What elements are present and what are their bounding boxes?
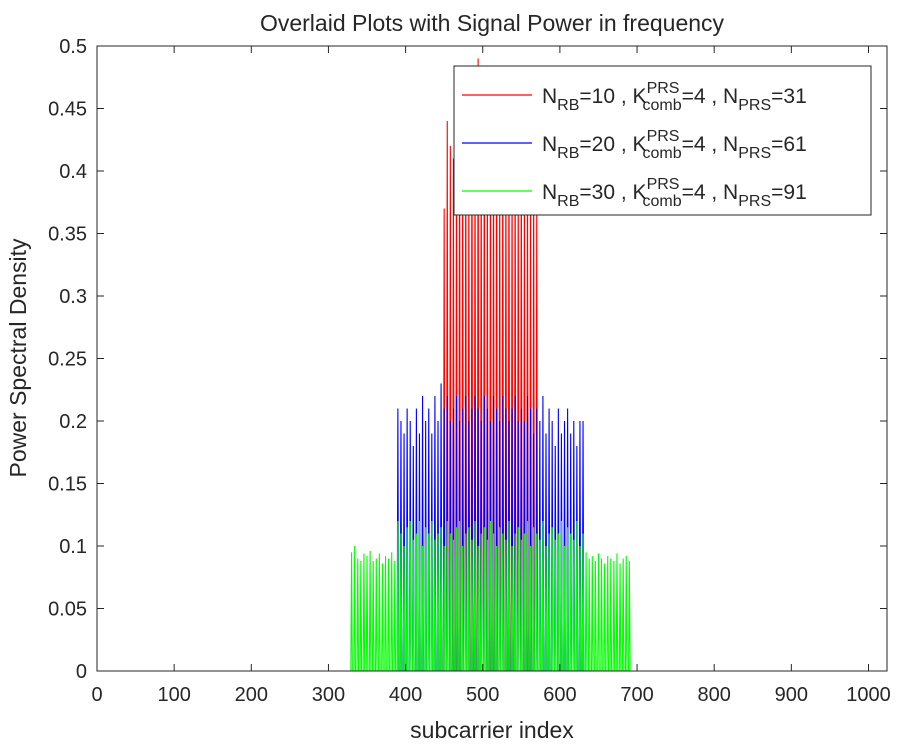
- y-tick-label: 0.4: [59, 161, 87, 183]
- legend-box: [453, 65, 872, 216]
- x-tick-label: 500: [466, 684, 499, 706]
- y-tick-label: 0.2: [59, 411, 87, 433]
- x-axis-ticks: 0 100 200 300 400 500 600 700 800 900 1000: [91, 46, 891, 706]
- y-tick-label: 0.35: [48, 224, 87, 246]
- x-tick-label: 200: [235, 684, 268, 706]
- y-axis-ticks: 0 0.05 0.1 0.15 0.2 0.25 0.3 0.35 0.4 0.45 0.5: [48, 36, 887, 683]
- y-tick-label: 0.3: [59, 286, 87, 308]
- x-tick-label: 300: [312, 684, 345, 706]
- y-tick-label: 0.05: [48, 599, 87, 621]
- x-tick-label: 700: [620, 684, 653, 706]
- legend: NRB=10 , KPRS comb=4 , NPRS=31 NRB=20 , KP…: [453, 65, 872, 216]
- series-line-2: [97, 383, 887, 672]
- y-tick-label: 0.25: [48, 349, 87, 371]
- y-axis-label: Power Spectral Density: [5, 238, 31, 478]
- y-tick-label: 0.5: [59, 36, 87, 58]
- x-tick-label: 0: [91, 684, 102, 706]
- x-tick-label: 1000: [846, 684, 891, 706]
- x-tick-label: 100: [157, 684, 190, 706]
- y-tick-label: 0.1: [59, 536, 87, 558]
- y-tick-label: 0.15: [48, 474, 87, 496]
- y-tick-label: 0.45: [48, 99, 87, 121]
- x-tick-label: 900: [775, 684, 808, 706]
- x-tick-label: 400: [389, 684, 422, 706]
- legend-entry-1: NRB=10 , KPRS comb=4 , NPRS=31: [542, 80, 807, 114]
- x-tick-label: 600: [543, 684, 576, 706]
- chart-title: Overlaid Plots with Signal Power in freq…: [260, 10, 725, 36]
- series-line-3: [97, 520, 887, 672]
- x-tick-label: 800: [698, 684, 731, 706]
- legend-entry-3: NRB=30 , KPRS comb=4 , NPRS=91: [542, 176, 807, 210]
- x-axis-label: subcarrier index: [410, 717, 574, 743]
- y-tick-label: 0: [76, 661, 87, 683]
- legend-entry-2: NRB=20 , KPRS comb=4 , NPRS=61: [542, 128, 807, 162]
